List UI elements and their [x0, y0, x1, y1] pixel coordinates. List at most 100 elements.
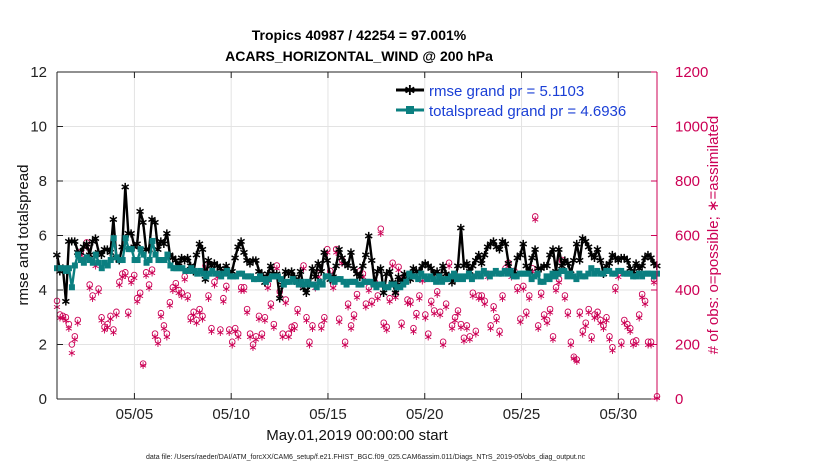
- series-point-0: ∗: [313, 255, 324, 270]
- obs-possible-point: [460, 334, 468, 341]
- series-point-0: ∗: [262, 266, 273, 281]
- obs-assimilated-point: ∗: [219, 296, 228, 308]
- obs-assimilated-point: ∗: [85, 282, 94, 294]
- obs-possible-point: [119, 270, 126, 277]
- obs-assimilated-point: ∗: [156, 311, 165, 323]
- series-point-1: [319, 281, 326, 288]
- series-point-1: [573, 276, 580, 283]
- obs-assimilated-point: ∗: [183, 293, 192, 305]
- series-point-1: [277, 276, 284, 283]
- obs-possible-point: [439, 338, 447, 346]
- obs-assimilated-point: ∗: [97, 315, 106, 327]
- obs-possible-point: [157, 309, 165, 317]
- series-point-0: ∗: [203, 253, 214, 268]
- series-point-1: [71, 262, 78, 269]
- series-point-0: ∗: [340, 255, 351, 270]
- obs-assimilated-point: ∗: [251, 334, 260, 346]
- obs-assimilated-point: ∗: [228, 340, 237, 352]
- series-point-0: ∗: [230, 250, 241, 265]
- series-point-0: ∗: [343, 258, 354, 273]
- obs-possible-point: [258, 330, 266, 337]
- series-point-0: ∗: [90, 231, 101, 246]
- obs-assimilated-point: ∗: [433, 289, 442, 301]
- series-point-0: ∗: [66, 233, 77, 248]
- series-point-0: ∗: [438, 258, 449, 273]
- obs-possible-point: [199, 312, 206, 320]
- series-point-0: ∗: [470, 253, 481, 268]
- series-point-1: [433, 278, 440, 285]
- obs-possible-point: [282, 296, 289, 303]
- obs-assimilated-point: ∗: [260, 315, 269, 327]
- obs-assimilated-point: ∗: [394, 265, 403, 277]
- obs-layer: ∗∗∗∗∗∗∗∗∗∗∗∗∗∗∗∗∗∗∗∗∗∗∗∗∗∗∗∗∗∗∗∗∗∗∗∗∗∗∗∗…: [52, 213, 662, 405]
- series-point-0: ∗: [631, 255, 642, 270]
- obs-possible-point: [142, 269, 150, 276]
- obs-assimilated-point: ∗: [272, 263, 281, 275]
- series-point-0: ∗: [482, 239, 493, 254]
- series-point-0: ∗: [426, 261, 437, 276]
- obs-assimilated-point: ∗: [341, 340, 350, 352]
- legend-label-rmse: rmse grand pr = 5.1103: [429, 83, 584, 100]
- obs-assimilated-point: ∗: [94, 286, 103, 298]
- series-point-1: [161, 257, 168, 264]
- y-tick-label-right: 0: [675, 391, 683, 408]
- obs-assimilated-point: ∗: [525, 293, 534, 305]
- obs-possible-point: [184, 292, 191, 299]
- series-point-1: [585, 270, 592, 277]
- obs-assimilated-point: ∗: [376, 228, 385, 240]
- obs-assimilated-point: ∗: [73, 318, 82, 330]
- obs-possible-point: [635, 311, 643, 318]
- series-point-0: ∗: [453, 258, 464, 273]
- obs-assimilated-point: ∗: [335, 316, 344, 328]
- series-point-0: ∗: [319, 244, 330, 259]
- obs-assimilated-point: ∗: [391, 292, 400, 304]
- obs-possible-point: [309, 322, 316, 329]
- obs-possible-point: [133, 294, 141, 302]
- series-point-0: ∗: [346, 244, 357, 259]
- obs-assimilated-point: ∗: [540, 312, 549, 324]
- obs-possible-point: [478, 292, 486, 299]
- obs-possible-point: [517, 315, 524, 322]
- obs-possible-point: [629, 338, 637, 346]
- obs-possible-point: [523, 308, 530, 316]
- x-tick-label: 05/30: [600, 406, 638, 423]
- obs-possible-point: [609, 343, 616, 351]
- series-point-0: ∗: [432, 263, 443, 278]
- obs-possible-point: [270, 320, 278, 328]
- series-point-0: ∗: [607, 247, 618, 262]
- series-point-0: ∗: [390, 285, 401, 300]
- obs-assimilated-point: ∗: [430, 308, 439, 320]
- obs-assimilated-point: ∗: [450, 315, 459, 327]
- obs-possible-point: [220, 294, 227, 302]
- obs-assimilated-point: ∗: [545, 307, 554, 319]
- series-point-0: ∗: [417, 258, 428, 273]
- series-point-0: ∗: [363, 228, 374, 243]
- obs-possible-point: [549, 333, 557, 340]
- series-point-0: ∗: [458, 258, 469, 273]
- y-tick-label: 0: [39, 391, 47, 408]
- obs-possible-point: [237, 284, 245, 291]
- obs-assimilated-point: ∗: [415, 293, 424, 305]
- series-point-0: ∗: [384, 263, 395, 278]
- obs-assimilated-point: ∗: [121, 270, 130, 282]
- obs-assimilated-point: ∗: [436, 310, 445, 322]
- obs-possible-point: [243, 305, 251, 313]
- x-axis-label: May.01,2019 00:00:00 start: [266, 427, 448, 444]
- obs-assimilated-point: ∗: [284, 331, 293, 343]
- obs-possible-point: [240, 284, 248, 291]
- series-point-0: ∗: [337, 250, 348, 265]
- obs-possible-point: [603, 314, 610, 321]
- series-point-0: ∗: [616, 250, 627, 265]
- obs-assimilated-point: ∗: [332, 247, 341, 259]
- obs-possible-point: [166, 299, 174, 306]
- obs-assimilated-point: ∗: [189, 310, 198, 322]
- obs-possible-point: [520, 282, 527, 290]
- obs-possible-point: [139, 360, 147, 367]
- series-point-0: ∗: [533, 261, 544, 276]
- obs-possible-point: [585, 305, 592, 313]
- obs-assimilated-point: ∗: [70, 334, 79, 346]
- obs-assimilated-point: ∗: [649, 277, 658, 289]
- obs-assimilated-point: ∗: [112, 310, 121, 322]
- obs-possible-point: [383, 323, 390, 331]
- obs-possible-point: [300, 262, 307, 269]
